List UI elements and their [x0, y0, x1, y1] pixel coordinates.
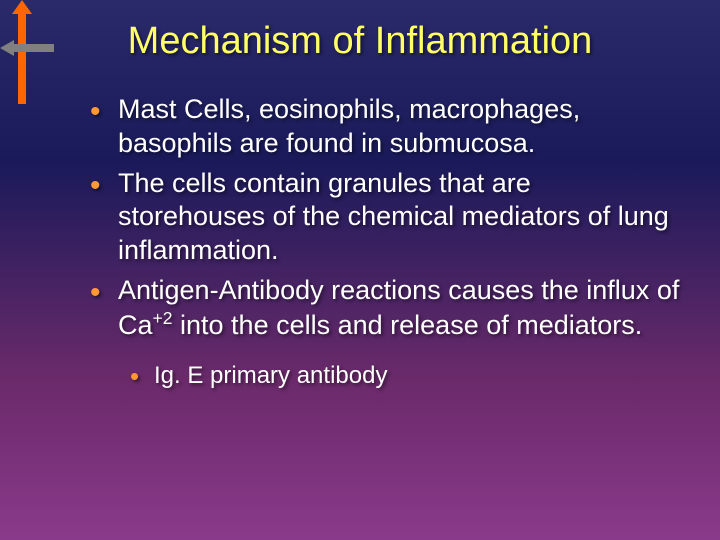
slide-title: Mechanism of Inflammation: [40, 20, 680, 63]
slide-content: Mechanism of Inflammation Mast Cells, eo…: [0, 0, 720, 411]
bullet-item: Mast Cells, eosinophils, macrophages, ba…: [90, 93, 680, 161]
sub-bullet-item: Ig. E primary antibody: [130, 360, 680, 391]
main-bullet-list: Mast Cells, eosinophils, macrophages, ba…: [70, 93, 680, 342]
bullet-item: The cells contain granules that are stor…: [90, 167, 680, 268]
bullet-item: Antigen-Antibody reactions causes the in…: [90, 274, 680, 343]
sub-bullet-list: Ig. E primary antibody: [70, 360, 680, 391]
